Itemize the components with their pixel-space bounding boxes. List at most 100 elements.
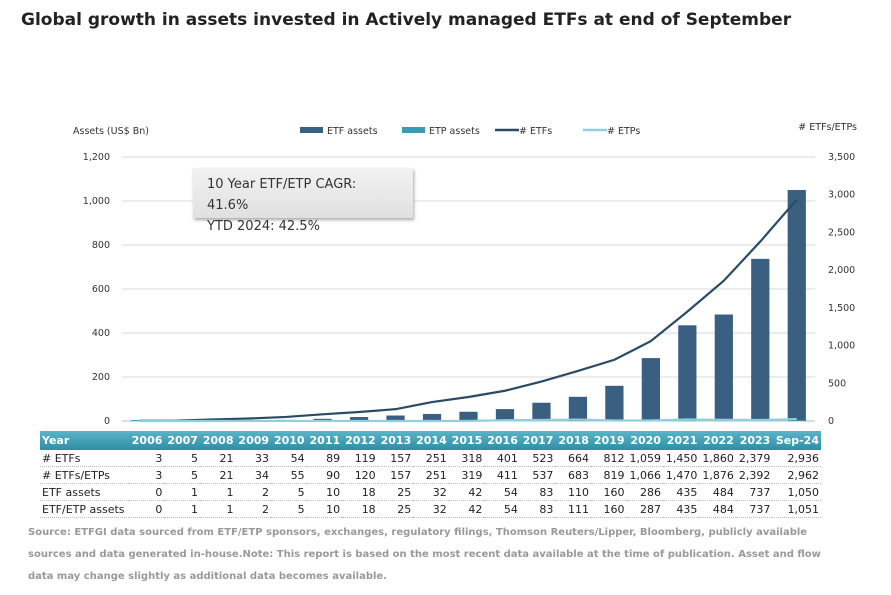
- line-etfs: [140, 198, 798, 422]
- y-axis-title: Assets (US$ Bn): [73, 126, 149, 137]
- y-tick-label: 600: [92, 284, 110, 295]
- table-cell: 287: [626, 500, 663, 518]
- y2-tick-label: 500: [828, 378, 846, 389]
- header-cell: 2017: [519, 431, 556, 450]
- table-cell: 10: [306, 483, 343, 501]
- table-cell: 664: [555, 450, 591, 467]
- annotation-line-2: YTD 2024: 42.5%: [207, 219, 320, 234]
- header-cell: 2009: [235, 431, 272, 450]
- table-cell: 32: [413, 500, 449, 518]
- table-cell: 1,066: [626, 466, 663, 484]
- table-cell: 537: [519, 466, 556, 484]
- header-cell: 2015: [448, 431, 485, 450]
- table-cell: 1,050: [772, 483, 821, 501]
- table-cell: 34: [235, 466, 272, 484]
- y-tick-label: 400: [92, 328, 110, 339]
- table-cell: 286: [626, 483, 663, 501]
- y2-tick-label: 2,500: [828, 227, 855, 238]
- y2-tick-label: 2,000: [828, 265, 855, 276]
- bar-etf-assets: [568, 396, 588, 421]
- line-etps: [140, 417, 797, 423]
- annotation-line-1: 10 Year ETF/ETP CAGR: 41.6%: [207, 177, 357, 213]
- table-cell: 1,470: [662, 466, 700, 484]
- row-label: # ETFs: [40, 450, 129, 467]
- table-cell: 411: [484, 466, 520, 484]
- y-tick-label: 800: [92, 240, 110, 251]
- row-label: # ETFs/ETPs: [40, 466, 129, 484]
- source-note: Source: ETFGI data sourced from ETF/ETP …: [28, 527, 821, 582]
- table-cell: 33: [235, 450, 272, 467]
- table-cell: 10: [306, 500, 343, 518]
- y2-tick-label: 3,500: [828, 152, 855, 163]
- table-cell: 25: [377, 483, 414, 501]
- bar-etf-assets: [678, 325, 697, 421]
- y-tick-label: 200: [92, 372, 110, 383]
- header-cell: 2018: [555, 431, 591, 450]
- table-cell: 318: [448, 450, 485, 467]
- header-cell: 2012: [342, 431, 378, 450]
- table-cell: 1,059: [626, 450, 663, 467]
- table-cell: 523: [519, 450, 556, 467]
- bar-etf-assets: [532, 402, 551, 421]
- table-cell: 1: [164, 483, 200, 501]
- table-cell: 1: [199, 500, 236, 518]
- legend-swatch: [402, 127, 425, 133]
- bar-etf-assets: [641, 358, 660, 421]
- table-cell: 5: [164, 450, 200, 467]
- table-cell: 251: [413, 466, 449, 484]
- table-cell: 2: [235, 500, 272, 518]
- table-cell: 160: [590, 483, 627, 501]
- chart: 0 200 400 600 800 1,000 1,200 0 500 1,000 1,500 2,0…: [73, 122, 857, 427]
- table-row: # ETFs 3 5 21 33 54 89 119 157 251 318 401 523 664 812…: [40, 450, 821, 467]
- header-cell: 2011: [306, 431, 343, 450]
- y-tick-label: 1,200: [83, 152, 110, 163]
- header-cell: 2016: [484, 431, 520, 450]
- bar-etf-assets: [422, 413, 442, 421]
- table-cell: 2,936: [772, 450, 821, 467]
- table-cell: 2,392: [735, 466, 773, 484]
- table-cell: 683: [555, 466, 591, 484]
- table-cell: 5: [271, 483, 307, 501]
- table-cell: 54: [484, 483, 520, 501]
- table-cell: 1: [164, 500, 200, 518]
- header-cell: 2013: [377, 431, 414, 450]
- bar-etf-assets: [495, 409, 515, 421]
- table-cell: 0: [128, 500, 165, 518]
- header-cell: 2010: [271, 431, 307, 450]
- header-cell: 2023: [735, 431, 773, 450]
- table-cell: 819: [590, 466, 627, 484]
- header-cell: Year: [40, 431, 129, 450]
- table-cell: 55: [271, 466, 307, 484]
- header-cell: 2019: [590, 431, 627, 450]
- table-cell: 54: [484, 500, 520, 518]
- table-row: # ETFs/ETPs 3 5 21 34 55 90 120 157 251 319 411 537 6…: [40, 466, 821, 484]
- table-cell: 1,450: [662, 450, 700, 467]
- legend-swatch: [300, 127, 323, 133]
- table-cell: 435: [662, 483, 700, 501]
- table-row: ETF assets 0 1 1 2 5 10 18 25 32 42 54 83 110 160 286 43…: [40, 483, 821, 501]
- table-cell: 737: [735, 500, 773, 518]
- bar-etf-assets: [459, 411, 478, 421]
- table-cell: 25: [377, 500, 414, 518]
- bar-etf-assets: [714, 314, 733, 421]
- row-label: ETF assets: [40, 483, 129, 501]
- table-cell: 157: [377, 450, 414, 467]
- table-cell: 5: [271, 500, 307, 518]
- row-label: ETF/ETP assets: [40, 500, 129, 518]
- chart-title: Global growth in assets invested in Acti…: [21, 10, 792, 30]
- bar-etf-assets: [349, 417, 369, 421]
- table-cell: 5: [164, 466, 200, 484]
- table-cell: 251: [413, 450, 449, 467]
- bar-etf-assets: [751, 258, 770, 421]
- table-row: ETF/ETP assets 0 1 1 2 5 10 18 25 32 42 54 83 111 160 2…: [40, 500, 821, 518]
- table-cell: 42: [448, 500, 485, 518]
- table-cell: 319: [448, 466, 485, 484]
- table-cell: 737: [735, 483, 773, 501]
- y-tick-label: 0: [104, 416, 110, 427]
- y2-axis-title: # ETFs/ETPs: [798, 122, 857, 133]
- header-cell: 2008: [199, 431, 236, 450]
- table-cell: 401: [484, 450, 520, 467]
- table-cell: 1,051: [772, 500, 821, 518]
- header-cell: 2014: [413, 431, 449, 450]
- table-cell: 111: [555, 500, 591, 518]
